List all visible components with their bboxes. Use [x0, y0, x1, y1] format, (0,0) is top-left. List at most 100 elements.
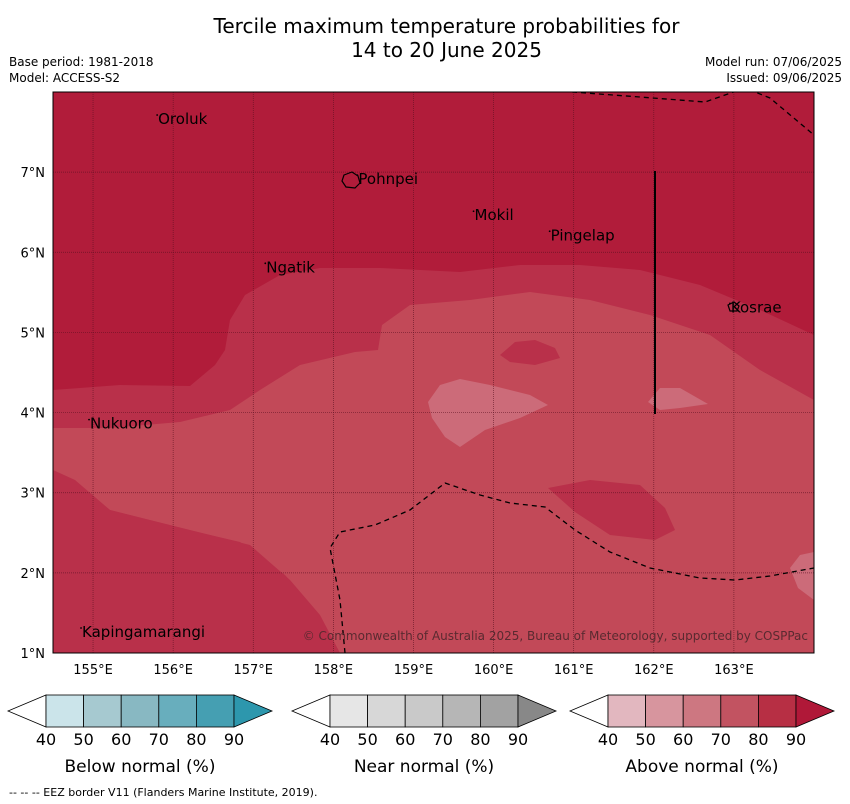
colorbar-tick-label: 40 — [320, 730, 340, 749]
place-label: Kapingamarangi — [82, 623, 205, 641]
colorbar-tick-label: 90 — [224, 730, 244, 749]
colorbar-segment — [158, 694, 197, 728]
colorbar-tick-label: 70 — [433, 730, 453, 749]
lon-tick-label: 159°E — [394, 663, 434, 678]
colorbar-label: Near normal (%) — [354, 757, 494, 777]
colorbar: 40 50 60 70 80 90 Near normal (%) — [290, 694, 558, 777]
place-marker — [548, 230, 551, 233]
lon-tick-label: 160°E — [474, 663, 514, 678]
place-label: Mokil — [475, 206, 514, 224]
lat-tick-label: 7°N — [21, 166, 46, 181]
patch-50-60-a — [428, 379, 548, 447]
patch-70-80-b — [548, 480, 675, 540]
colorbar-tick-label: 50 — [73, 730, 93, 749]
lat-tick-label: 5°N — [21, 326, 46, 341]
colorbar-tick-label: 50 — [635, 730, 655, 749]
place-label: Pingelap — [551, 226, 615, 244]
lat-tick-label: 4°N — [21, 407, 46, 422]
colorbar-under-arrow — [6, 694, 47, 728]
lon-tick-label: 163°E — [714, 663, 754, 678]
colorbar-segment — [720, 694, 759, 728]
colorbar-segment — [367, 694, 406, 728]
colorbar-over-arrow — [795, 694, 836, 728]
map-title: Tercile maximum temperature probabilitie… — [0, 14, 850, 62]
colorbar-under-arrow — [568, 694, 609, 728]
copyright-notice: © Commonwealth of Australia 2025, Bureau… — [303, 629, 808, 643]
axis-ticks: 155°E 156°E 157°E 158°E 159°E 160°E 161°E 162°E… — [21, 166, 754, 678]
band-60-70 — [53, 292, 814, 653]
place-marker — [472, 210, 475, 213]
colorbar-segment — [120, 694, 160, 728]
colorbar-tick-label: 90 — [508, 730, 528, 749]
place-marker — [356, 174, 359, 177]
lat-tick-label: 2°N — [21, 567, 46, 582]
colorbar-under-arrow — [290, 694, 331, 728]
colorbar-tick-label: 60 — [673, 730, 693, 749]
model-run: Model run: 07/06/2025 — [704, 55, 842, 69]
colorbar-segment — [45, 694, 84, 728]
colorbar-tick-label: 70 — [711, 730, 731, 749]
place-label: Kosrae — [731, 298, 782, 316]
colorbar-tick-label: 80 — [470, 730, 490, 749]
colorbar-segment — [607, 694, 646, 728]
colorbar-segment — [329, 694, 368, 728]
lon-tick-label: 161°E — [554, 663, 594, 678]
colorbar-segment — [404, 694, 444, 728]
lat-tick-label: 6°N — [21, 246, 46, 261]
title-line-2: 14 to 20 June 2025 — [351, 38, 542, 62]
colorbar-tick-label: 80 — [186, 730, 206, 749]
place-marker — [80, 627, 82, 629]
colorbar-segment — [758, 694, 797, 728]
patch-70-80-a — [500, 340, 560, 365]
place-label: Oroluk — [158, 110, 207, 128]
colorbar-over-arrow — [517, 694, 558, 728]
colorbar-tick-label: 40 — [36, 730, 56, 749]
probability-field — [53, 92, 814, 653]
graticule — [53, 92, 814, 653]
lon-tick-label: 162°E — [634, 663, 674, 678]
colorbar-segment — [479, 694, 519, 728]
place-label: Nukuoro — [90, 415, 153, 433]
patch-50-60-b — [648, 388, 708, 410]
patch-70-80-c — [53, 470, 330, 653]
colorbar-label: Above normal (%) — [625, 757, 778, 777]
colorbar-over-arrow — [233, 694, 274, 728]
patch-50-60-c — [790, 552, 814, 600]
place-marker — [156, 114, 159, 116]
colorbar-segment — [682, 694, 722, 728]
colorbar-tick-label: 80 — [748, 730, 768, 749]
model-name: Model: ACCESS-S2 — [9, 71, 121, 85]
lon-tick-label: 157°E — [233, 663, 273, 678]
lat-tick-label: 3°N — [21, 487, 46, 502]
lon-tick-label: 156°E — [153, 663, 193, 678]
colorbar-tick-label: 90 — [786, 730, 806, 749]
kosrae-island-outline — [727, 301, 740, 312]
place-label: Ngatik — [266, 258, 315, 276]
map-frame — [52, 91, 815, 654]
place-label: Pohnpei — [358, 170, 418, 188]
colorbar-segment — [83, 694, 122, 728]
colorbar-segment — [195, 694, 235, 728]
colorbar-label: Below normal (%) — [65, 757, 216, 777]
colorbar: 40 50 60 70 80 90 Above normal (%) — [568, 694, 836, 777]
place-labels: Oroluk Pohnpei Mokil Pingelap Ngatik Kosrae Nu… — [80, 110, 782, 641]
colorbar-tick-label: 50 — [357, 730, 377, 749]
base-period: Base period: 1981-2018 — [9, 55, 154, 69]
place-marker — [264, 262, 267, 265]
meta-right: Model run: 07/06/2025 Issued: 09/06/2025 — [705, 54, 842, 86]
title-line-1: Tercile maximum temperature probabilitie… — [213, 14, 680, 38]
meta-left: Base period: 1981-2018 Model: ACCESS-S2 — [9, 54, 154, 86]
issued-date: Issued: 09/06/2025 — [726, 71, 842, 85]
lon-tick-label: 155°E — [73, 663, 113, 678]
colorbars: 40 50 60 70 80 90 Below normal (%) 40 50 60 70 80 90… — [6, 694, 836, 777]
colorbar-segment — [442, 694, 481, 728]
colorbar-tick-label: 60 — [395, 730, 415, 749]
pohnpei-island-outline — [341, 171, 361, 189]
eez-footnote: -- -- -- EEZ border V11 (Flanders Marine… — [9, 786, 318, 799]
eez-border-north — [571, 92, 814, 136]
place-marker — [728, 302, 731, 305]
colorbar: 40 50 60 70 80 90 Below normal (%) — [6, 694, 274, 777]
place-marker — [88, 418, 90, 421]
eez-border — [329, 92, 814, 653]
